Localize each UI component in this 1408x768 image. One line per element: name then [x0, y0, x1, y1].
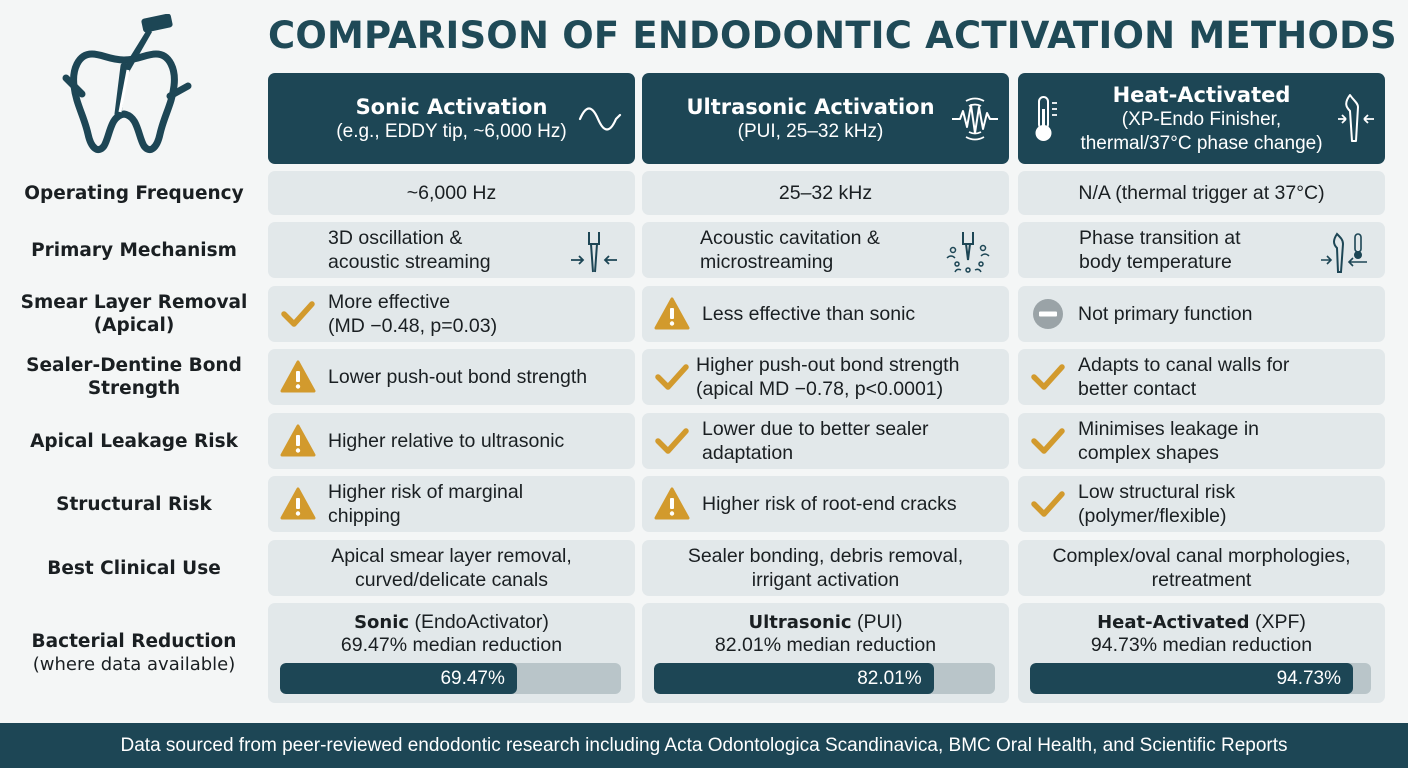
check-icon	[655, 428, 689, 454]
column-title: Ultrasonic Activation	[686, 94, 935, 119]
cell-mechanism-ultrasonic: Acoustic cavitation & microstreaming	[642, 222, 1009, 278]
cell-frequency-heat: N/A (thermal trigger at 37°C)	[1018, 171, 1385, 215]
ultrasonic-wave-icon	[952, 97, 998, 141]
row-label-clinical-use: Best Clinical Use	[47, 557, 221, 579]
progress-bar-track: 82.01%	[654, 663, 995, 694]
row-label-structural-risk: Structural Risk	[56, 493, 212, 515]
cell-clinical-ultrasonic: Sealer bonding, debris removal, irrigant …	[642, 540, 1009, 596]
cell-leakage-heat: Minimises leakage in complex shapes	[1018, 413, 1385, 469]
cell-bond-ultrasonic: Higher push-out bond strength (apical MD …	[642, 349, 1009, 405]
cavitation-tip-icon	[946, 232, 990, 273]
thermometer-icon	[1035, 96, 1057, 141]
cell-frequency-ultrasonic: 25–32 kHz	[642, 171, 1009, 215]
warning-icon	[654, 487, 690, 520]
cell-smear-heat: Not primary function	[1018, 286, 1385, 342]
oscillating-tip-icon	[571, 232, 617, 273]
cell-frequency-sonic: ~6,000 Hz	[268, 171, 635, 215]
column-title: Sonic Activation	[355, 94, 548, 119]
progress-bar-fill: 82.01%	[654, 663, 934, 694]
progress-bar-track: 69.47%	[280, 663, 621, 694]
cell-bacterial-heat: Heat-Activated (XPF) 94.73% median reduc…	[1018, 603, 1385, 703]
column-subtitle: (PUI, 25–32 kHz)	[737, 120, 884, 142]
column-header-sonic: Sonic Activation (e.g., EDDY tip, ~6,000…	[268, 73, 635, 164]
cell-smear-sonic: More effective (MD −0.48, p=0.03)	[268, 286, 635, 342]
cell-mechanism-heat: Phase transition at body temperature	[1018, 222, 1385, 278]
column-subtitle: (XP-Endo Finisher,	[1121, 108, 1282, 130]
check-icon	[1031, 428, 1065, 454]
cell-leakage-ultrasonic: Lower due to better sealer adaptation	[642, 413, 1009, 469]
column-title: Heat-Activated	[1112, 82, 1291, 107]
row-label-bacterial-reduction: Bacterial Reduction (where data available…	[31, 631, 237, 675]
check-icon	[1031, 364, 1065, 390]
cell-structural-sonic: Higher risk of marginal chipping	[268, 476, 635, 532]
phase-tip-icon	[1321, 232, 1367, 273]
cell-smear-ultrasonic: Less effective than sonic	[642, 286, 1009, 342]
cell-bacterial-sonic: Sonic (EndoActivator) 69.47% median redu…	[268, 603, 635, 703]
sine-wave-icon	[578, 107, 622, 131]
column-subtitle: (e.g., EDDY tip, ~6,000 Hz)	[336, 120, 567, 142]
page-title: COMPARISON OF ENDODONTIC ACTIVATION METH…	[268, 14, 1397, 57]
column-header-ultrasonic: Ultrasonic Activation (PUI, 25–32 kHz)	[642, 73, 1009, 164]
column-subtitle-line2: thermal/37°C phase change)	[1080, 132, 1323, 154]
tooth-with-instrument-icon	[62, 14, 192, 153]
cell-structural-heat: Low structural risk (polymer/flexible)	[1018, 476, 1385, 532]
column-header-heat: Heat-Activated (XP-Endo Finisher, therma…	[1018, 73, 1385, 164]
cell-structural-ultrasonic: Higher risk of root-end cracks	[642, 476, 1009, 532]
cell-leakage-sonic: Higher relative to ultrasonic	[268, 413, 635, 469]
row-label-bond-strength: Sealer-Dentine Bond Strength	[26, 355, 242, 399]
warning-icon	[654, 297, 690, 330]
row-label-apical-leakage: Apical Leakage Risk	[30, 430, 238, 452]
progress-bar-track: 94.73%	[1030, 663, 1371, 694]
no-entry-icon	[1033, 299, 1063, 329]
row-label-primary-mechanism: Primary Mechanism	[31, 239, 237, 261]
cell-clinical-heat: Complex/oval canal morphologies, retreatm…	[1018, 540, 1385, 596]
warning-icon	[280, 424, 316, 457]
warning-icon	[280, 360, 316, 393]
cell-mechanism-sonic: 3D oscillation & acoustic streaming	[268, 222, 635, 278]
footer-source-note: Data sourced from peer-reviewed endodont…	[0, 723, 1408, 768]
row-label-smear-layer: Smear Layer Removal (Apical)	[20, 292, 248, 336]
warning-icon	[280, 487, 316, 520]
progress-bar-fill: 69.47%	[280, 663, 517, 694]
cell-bond-sonic: Lower push-out bond strength	[268, 349, 635, 405]
check-icon	[655, 364, 689, 390]
check-icon	[281, 301, 315, 327]
cell-bacterial-ultrasonic: Ultrasonic (PUI) 82.01% median reduction…	[642, 603, 1009, 703]
row-label-operating-frequency: Operating Frequency	[24, 182, 244, 204]
file-tip-icon	[1338, 94, 1374, 142]
progress-bar-fill: 94.73%	[1030, 663, 1354, 694]
cell-bond-heat: Adapts to canal walls for better contact	[1018, 349, 1385, 405]
cell-clinical-sonic: Apical smear layer removal, curved/delica…	[268, 540, 635, 596]
check-icon	[1031, 491, 1065, 517]
